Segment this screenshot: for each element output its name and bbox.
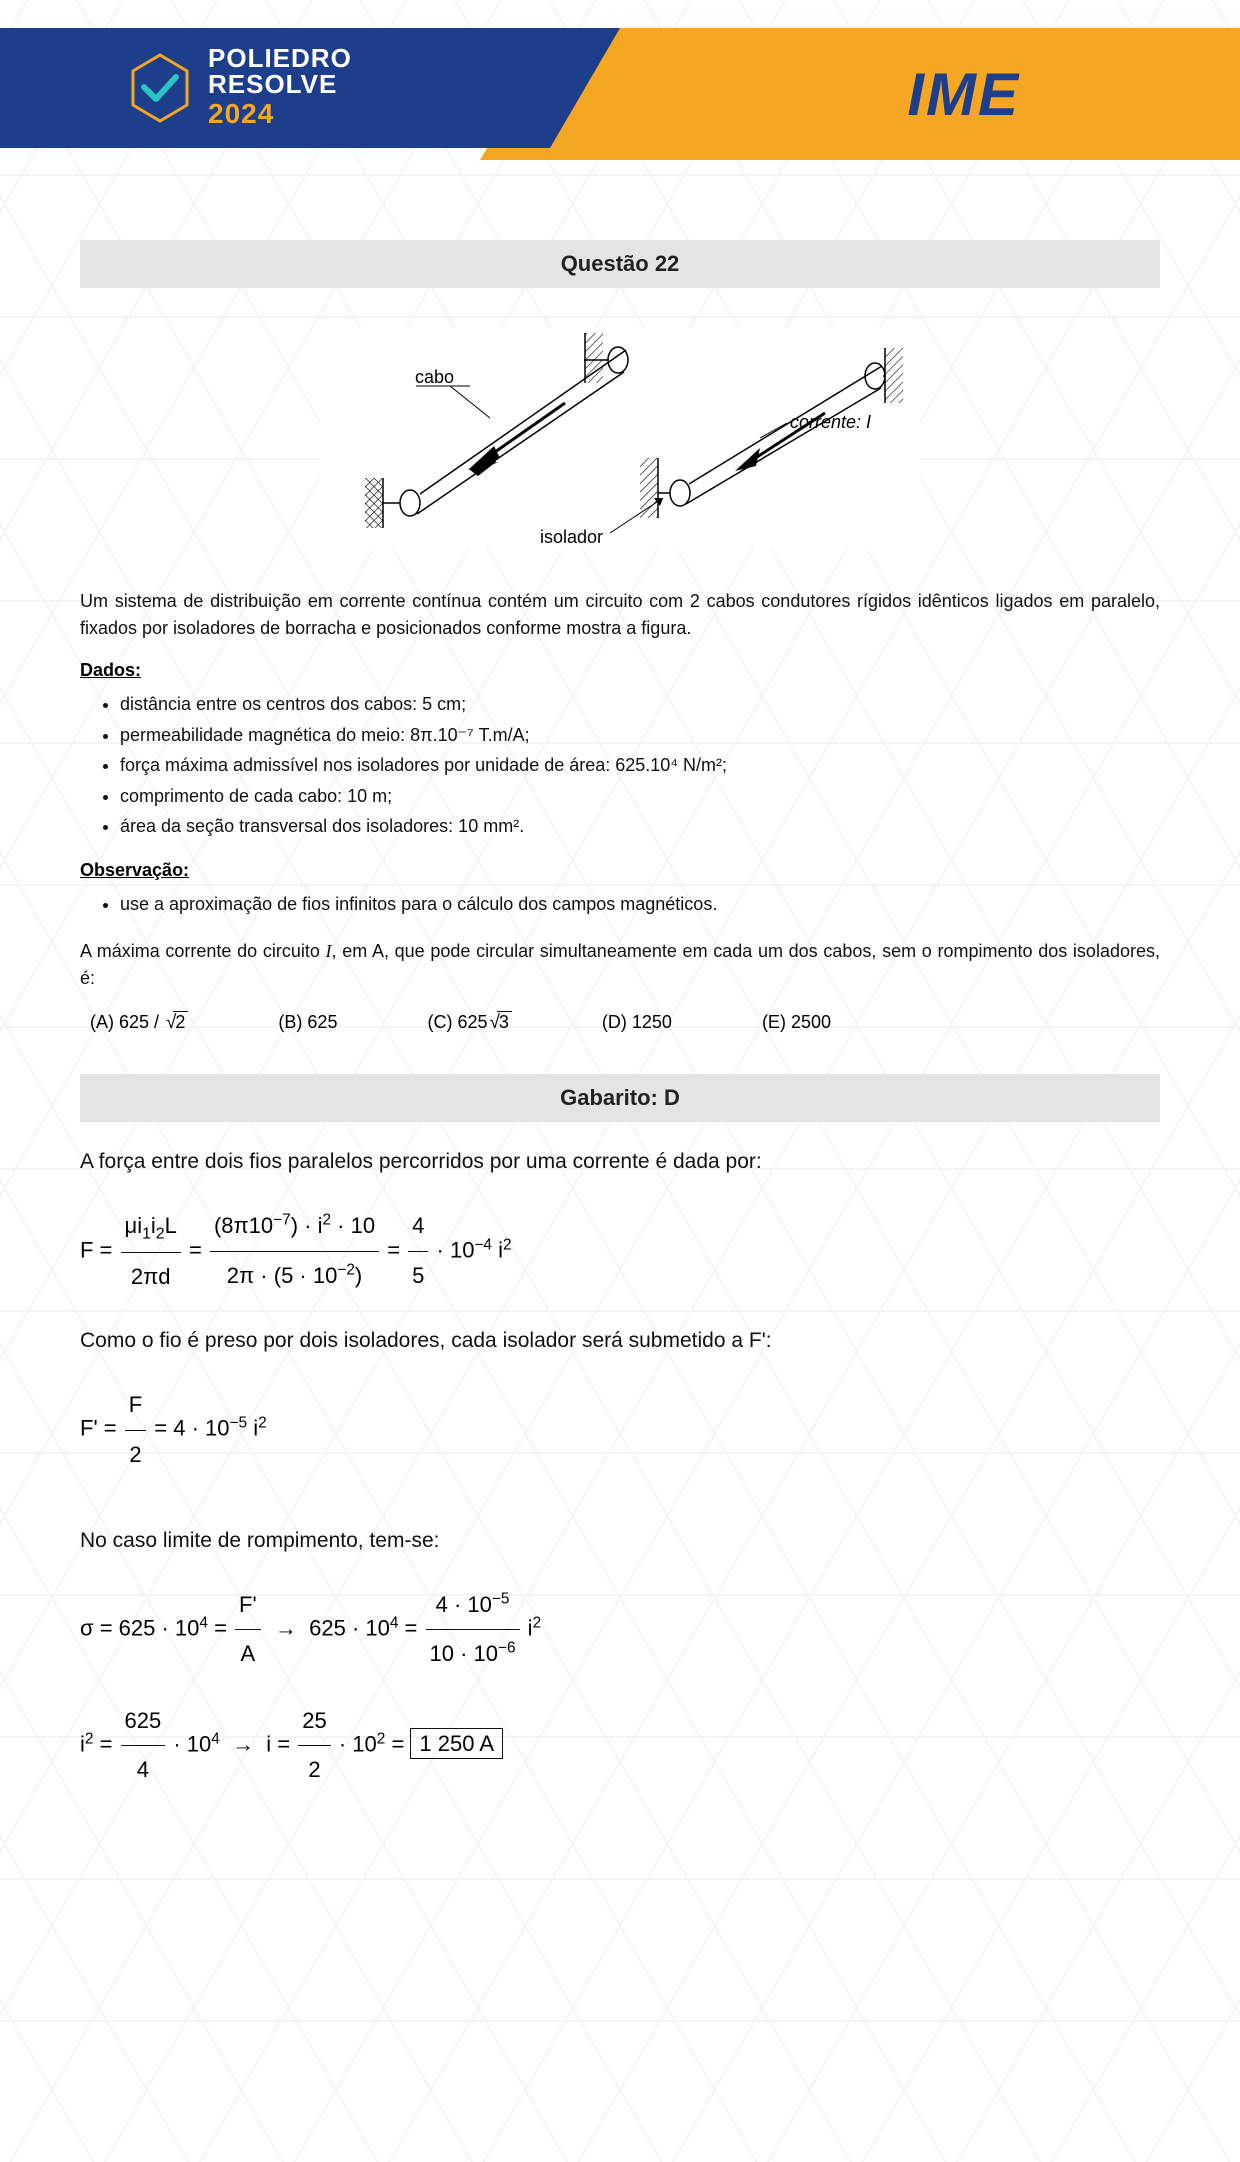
cables-figure: cabo isolador corrente: I [320, 328, 920, 548]
equation-2: F' = F2 = 4 · 10−5 i2 [80, 1381, 1160, 1479]
alt-b: (B) 625 [278, 1012, 337, 1034]
question-title-bar: Questão 22 [80, 240, 1160, 288]
brand-year: 2024 [208, 97, 352, 131]
alt-a: (A) 625 / 2 [90, 1012, 188, 1034]
equation-3b: i2 = 6254 · 104 → i = 252 · 102 = 1 250 … [80, 1697, 1160, 1795]
obs-item: use a aproximação de fios infinitos para… [120, 889, 1160, 920]
alternatives-row: (A) 625 / 2 (B) 625 (C) 6253 (D) 1250 (E… [90, 1012, 1160, 1034]
main: Questão 22 [0, 160, 1240, 1873]
equation-1: F = μi1i2L2πd = (8π10−7) · i2 · 102π · (… [80, 1202, 1160, 1302]
sol-p3: No caso limite de rompimento, tem-se: [80, 1529, 1160, 1553]
brand-line2: RESOLVE [208, 71, 352, 97]
right-cable [658, 363, 885, 506]
alt-e-val: 2500 [791, 1012, 831, 1032]
alt-d: (D) 1250 [602, 1012, 672, 1034]
sol-p1: A força entre dois fios paralelos percor… [80, 1150, 1160, 1174]
figure-wrap: cabo isolador corrente: I [80, 328, 1160, 548]
dado-item: área da seção transversal dos isoladores… [120, 811, 1160, 842]
sol-p2: Como o fio é preso por dois isoladores, … [80, 1329, 1160, 1353]
brand-line1: POLIEDRO [208, 45, 352, 71]
question-title: Questão 22 [561, 251, 680, 277]
fig-label-corrente: corrente: I [790, 412, 871, 432]
obs-list: use a aproximação de fios infinitos para… [80, 889, 1160, 920]
boxed-answer: 1 250 A [410, 1728, 503, 1759]
alt-e: (E) 2500 [762, 1012, 831, 1034]
dados-label: Dados: [80, 660, 1160, 681]
header: POLIEDRO RESOLVE 2024 IME [0, 0, 1240, 160]
question-prompt: A máxima corrente do circuito I, em A, q… [80, 938, 1160, 992]
alt-d-val: 1250 [632, 1012, 672, 1032]
dado-item: comprimento de cada cabo: 10 m; [120, 781, 1160, 812]
obs-label: Observação: [80, 860, 1160, 881]
fig-label-isolador: isolador [540, 527, 603, 547]
dado-item: distância entre os centros dos cabos: 5 … [120, 689, 1160, 720]
exam-name: IME [907, 60, 1020, 129]
question-intro: Um sistema de distribuição em corrente c… [80, 588, 1160, 642]
equation-3a: σ = 625 · 104 = F'A → 625 · 104 = 4 · 10… [80, 1581, 1160, 1679]
prompt-part-a: A máxima corrente do circuito [80, 941, 326, 961]
header-blue-banner: POLIEDRO RESOLVE 2024 [0, 28, 620, 148]
alt-c: (C) 6253 [427, 1012, 511, 1034]
dado-item: força máxima admissível nos isoladores p… [120, 750, 1160, 781]
dado-item: permeabilidade magnética do meio: 8π.10⁻… [120, 720, 1160, 751]
alt-b-val: 625 [307, 1012, 337, 1032]
logo-hexagon-check-icon [130, 53, 190, 123]
page-content: POLIEDRO RESOLVE 2024 IME Questão 22 [0, 0, 1240, 1873]
fig-label-cabo: cabo [415, 367, 454, 387]
answer-title-bar: Gabarito: D [80, 1074, 1160, 1122]
header-text-block: POLIEDRO RESOLVE 2024 [208, 45, 352, 131]
answer-title: Gabarito: D [560, 1085, 680, 1111]
dados-list: distância entre os centros dos cabos: 5 … [80, 689, 1160, 842]
solution: A força entre dois fios paralelos percor… [80, 1150, 1160, 1795]
